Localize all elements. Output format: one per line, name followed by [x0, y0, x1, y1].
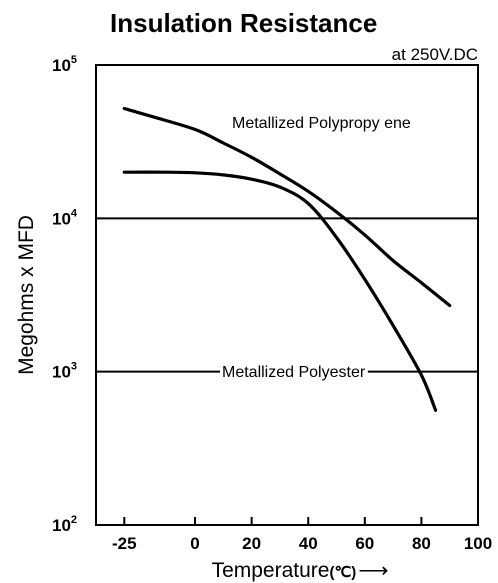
- y-tick-exponent: 4: [71, 207, 78, 219]
- x-tick-label: 20: [242, 534, 261, 553]
- y-tick-label: 102: [52, 514, 77, 535]
- series-label-polyester: Metallized Polyester: [222, 364, 366, 381]
- y-tick-base: 10: [52, 56, 71, 75]
- y-tick-base: 10: [52, 516, 71, 535]
- y-tick-base: 10: [52, 363, 71, 382]
- x-tick-label: 100: [464, 534, 492, 553]
- series-label-background: [230, 115, 413, 132]
- series-line-polypropylene: [122, 106, 452, 308]
- y-tick-exponent: 5: [71, 54, 77, 66]
- y-tick-exponent: 2: [71, 514, 77, 526]
- x-tick-label: 0: [190, 534, 199, 553]
- y-axis-label: Megohms x MFD: [15, 215, 38, 375]
- x-axis-label: Temperature(℃)⟶: [212, 559, 389, 582]
- series-label-background: [220, 364, 368, 381]
- series-lines: [122, 106, 452, 412]
- y-tick-base: 10: [52, 209, 71, 228]
- chart-subtitle: at 250V.DC: [392, 45, 478, 64]
- x-tick-label: -25: [112, 534, 137, 553]
- y-tick-label: 103: [52, 361, 77, 382]
- x-axis-label-unit: (℃): [329, 564, 356, 581]
- grid-lines: [96, 217, 478, 373]
- x-axis-label-text: Temperature: [212, 559, 330, 582]
- x-axis-arrow-icon: ⟶: [358, 559, 388, 582]
- chart-title: Insulation Resistance: [110, 8, 377, 38]
- y-tick-label: 104: [52, 207, 78, 228]
- x-tick-label: 80: [412, 534, 431, 553]
- x-axis-ticks: -25 0 20 40 60 80 100: [112, 517, 492, 553]
- y-tick-exponent: 3: [71, 361, 77, 373]
- x-tick-label: 60: [355, 534, 374, 553]
- y-tick-label: 105: [52, 54, 77, 75]
- series-line-polyester: [122, 170, 438, 412]
- plot-frame: [95, 64, 479, 526]
- series-labels: Metallized Polypropy ene Metallized Polye…: [220, 115, 413, 381]
- x-tick-label: 40: [299, 534, 318, 553]
- series-label-polypropylene: Metallized Polypropy ene: [232, 115, 411, 132]
